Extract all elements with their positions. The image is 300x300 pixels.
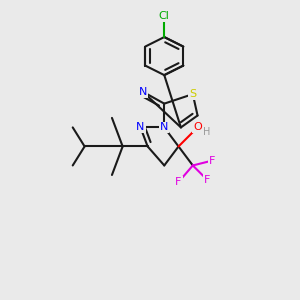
Text: Cl: Cl [159, 11, 170, 21]
Text: S: S [189, 89, 197, 99]
Text: F: F [175, 177, 182, 187]
Text: F: F [208, 156, 215, 166]
Text: N: N [136, 122, 145, 132]
Text: N: N [139, 87, 147, 97]
Text: H: H [203, 127, 211, 137]
Text: N: N [160, 122, 169, 132]
Text: F: F [204, 175, 210, 185]
Text: O: O [193, 122, 202, 132]
